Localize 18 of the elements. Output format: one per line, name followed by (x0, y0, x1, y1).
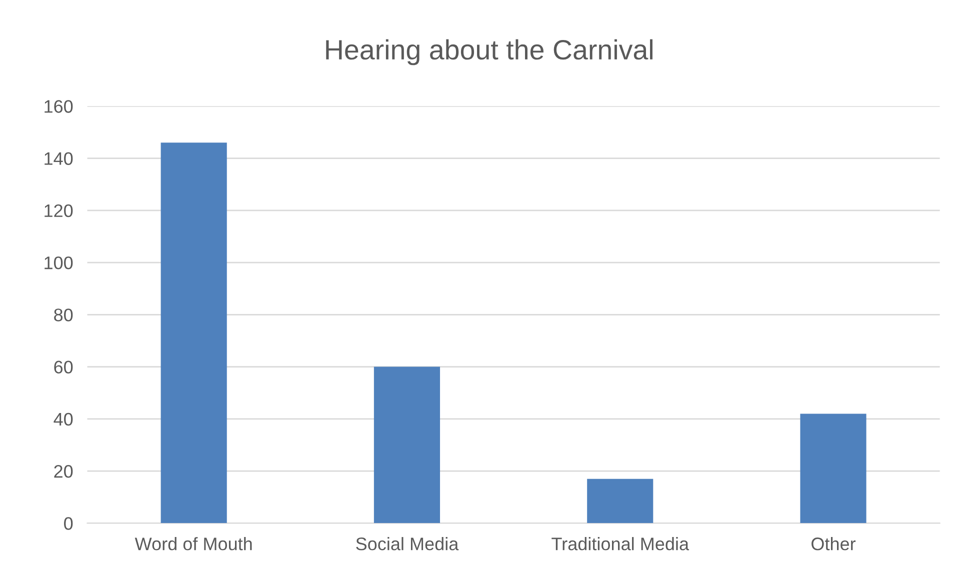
x-tick-label: Word of Mouth (134, 537, 252, 550)
chart-title: Hearing about the Carnival (326, 39, 652, 66)
x-tick-label: Traditional Media (552, 537, 690, 550)
y-tick-label: 0 (64, 517, 73, 530)
y-tick-label: 140 (44, 152, 73, 165)
bar (800, 414, 866, 524)
y-tick-label: 100 (44, 256, 73, 270)
y-tick-label: 20 (54, 464, 73, 478)
y-tick-label: 60 (54, 360, 73, 374)
bar (587, 478, 654, 524)
y-tick-label: 80 (54, 308, 73, 322)
x-tick-label: Social Media (356, 537, 459, 550)
y-tick-label: 160 (44, 100, 73, 113)
x-tick-label: Other (812, 537, 856, 550)
y-tick-label: 40 (54, 412, 73, 426)
bar (374, 366, 440, 524)
bar (160, 142, 227, 524)
y-tick-label: 120 (44, 204, 73, 218)
